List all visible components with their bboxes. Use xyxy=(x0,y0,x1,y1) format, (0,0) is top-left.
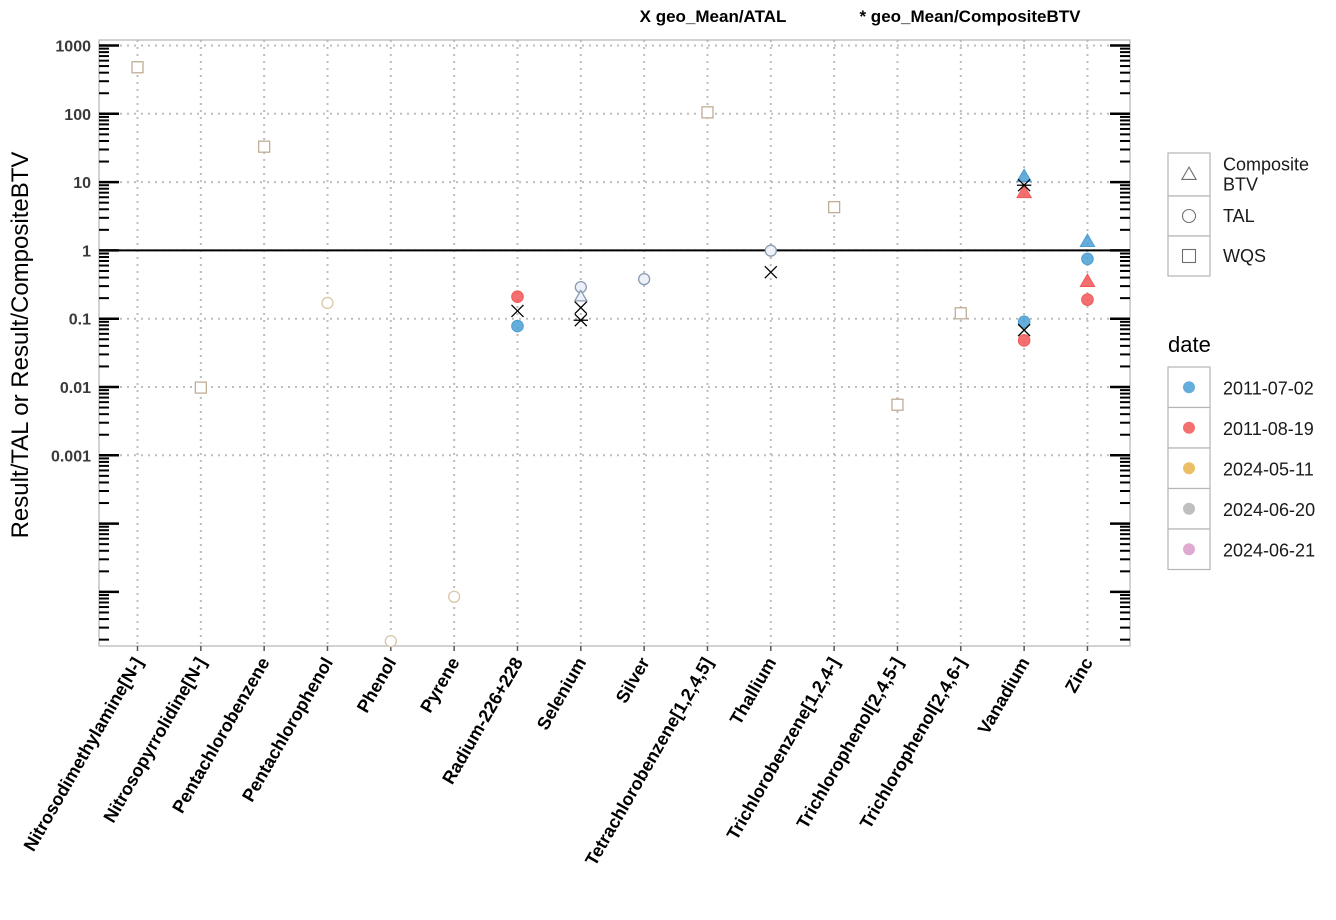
date-legend-title: date xyxy=(1168,332,1211,357)
geo-mean-atal-marker xyxy=(1017,323,1031,337)
data-point-square xyxy=(194,381,207,394)
y-tick-label: 100 xyxy=(64,107,91,124)
legend-date-swatch xyxy=(1183,502,1195,515)
data-point-circle xyxy=(511,319,524,333)
y-tick-label: 1 xyxy=(82,243,91,260)
data-point-circle xyxy=(1081,293,1094,306)
data-point-circle xyxy=(1017,315,1031,329)
data-point-square xyxy=(827,200,841,214)
data-point-triangle xyxy=(1079,233,1096,247)
y-tick-label: 0.1 xyxy=(69,312,91,329)
data-point-triangle xyxy=(1079,273,1096,287)
legend-date-label: 2011-07-02 xyxy=(1223,378,1314,398)
legend-square-icon xyxy=(1181,248,1197,264)
data-point-square xyxy=(954,307,967,320)
data-points xyxy=(131,61,1096,648)
legend-date-swatch xyxy=(1183,381,1195,394)
data-point-circle xyxy=(1017,334,1031,347)
data-point-circle xyxy=(637,272,651,286)
legend-key-box xyxy=(1167,235,1211,277)
legend-circle-icon xyxy=(1181,208,1197,224)
legend-key-box xyxy=(1167,152,1211,197)
data-point-triangle xyxy=(1016,168,1033,183)
legend-date-label: 2011-08-19 xyxy=(1223,419,1314,439)
data-point-circle xyxy=(447,590,461,603)
legend-key-box xyxy=(1167,195,1211,237)
marker-stroke xyxy=(764,265,778,279)
y-axis-label: Result/TAL or Result/CompositeBTV xyxy=(7,152,34,539)
data-point-square xyxy=(258,140,271,153)
subtitle-geo-mean-composite-btv: * geo_Mean/CompositeBTV xyxy=(859,7,1081,26)
marker-stroke xyxy=(574,301,588,315)
legend-date-swatch xyxy=(1183,462,1195,475)
data-point-triangle xyxy=(573,289,588,302)
legend-triangle-icon xyxy=(1180,165,1198,180)
legend-date-swatch xyxy=(1183,421,1195,434)
shape-legend: CompositeBTV TAL WQS xyxy=(1167,152,1309,277)
data-point-square xyxy=(701,106,714,119)
geo-mean-markers xyxy=(511,178,1032,337)
data-point-triangle xyxy=(1016,184,1033,199)
subtitle-geo-mean-atal: X geo_Mean/ATAL xyxy=(640,7,787,26)
geo-mean-atal-marker xyxy=(511,304,524,318)
data-point-square xyxy=(891,398,904,411)
legend-date-label: 2024-05-11 xyxy=(1223,459,1314,479)
date-legend: date 2011-07-02 2011-08-19 2024-05-11 2024-0… xyxy=(1167,332,1315,571)
legend-shape-label: TAL xyxy=(1223,206,1255,226)
data-point-circle xyxy=(1081,252,1094,266)
geo-mean-composite-btv-marker xyxy=(573,313,589,327)
legend-date-label: 2024-06-21 xyxy=(1223,540,1315,560)
data-point-circle xyxy=(764,244,777,257)
legend-shape-label: WQS xyxy=(1223,246,1266,266)
geo-mean-composite-btv-marker xyxy=(1016,178,1032,192)
y-tick-label: 1000 xyxy=(55,39,91,56)
marker-stroke xyxy=(1017,323,1031,337)
geo-mean-atal-marker xyxy=(574,301,588,315)
plot-panel-border xyxy=(98,39,1131,647)
legend-date-label: 2024-06-20 xyxy=(1223,500,1315,520)
y-tick-label: 0.001 xyxy=(51,448,91,465)
legend-shape-label: Composite xyxy=(1223,155,1309,175)
marker-stroke xyxy=(511,304,524,318)
y-tick-label: 10 xyxy=(73,175,91,192)
geo-mean-atal-marker xyxy=(764,265,778,279)
data-point-circle xyxy=(321,296,334,310)
data-point-square xyxy=(131,61,144,74)
y-tick-label: 0.01 xyxy=(60,380,91,397)
legend-date-swatch xyxy=(1183,543,1195,556)
data-point-circle xyxy=(384,635,397,648)
legend-key-box xyxy=(1167,447,1211,490)
legend-shape-label: BTV xyxy=(1223,175,1258,195)
data-point-circle xyxy=(511,290,524,303)
